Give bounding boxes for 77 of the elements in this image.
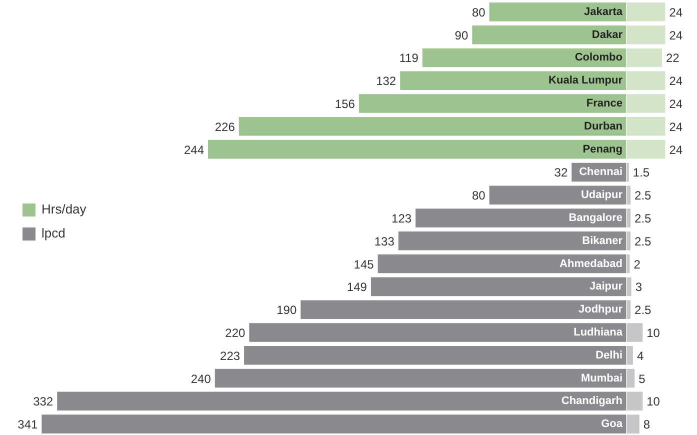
bar — [626, 48, 662, 68]
data-label: 332 — [33, 394, 54, 409]
data-label: 32 — [554, 166, 568, 180]
bar — [626, 368, 635, 388]
data-label: 226 — [214, 120, 236, 134]
category-label: Udaipur — [580, 189, 623, 202]
data-label: 220 — [225, 326, 246, 340]
category-label: Bikaner — [582, 234, 623, 247]
data-label: 10 — [646, 326, 660, 340]
data-label: 123 — [392, 212, 412, 226]
data-label: 1.5 — [632, 166, 650, 180]
data-label: 190 — [276, 303, 297, 318]
data-label: 24 — [669, 142, 683, 157]
data-label: 90 — [454, 28, 468, 42]
data-label: 119 — [399, 51, 419, 66]
bar — [626, 117, 666, 136]
data-label: 80 — [472, 5, 486, 20]
data-label: 24 — [669, 5, 683, 20]
category-label: Jodhpur — [578, 304, 623, 316]
data-label: 341 — [18, 418, 38, 432]
text: Hrs/day — [42, 202, 87, 216]
data-label: 10 — [646, 394, 660, 409]
category-label: Jaipur — [589, 280, 623, 293]
category-label: Durban — [584, 120, 622, 132]
data-label: 24 — [669, 97, 683, 112]
bar — [626, 186, 631, 204]
category-label: France — [586, 98, 623, 110]
data-label: 223 — [220, 348, 240, 363]
category-label: Colombo — [574, 52, 623, 64]
data-label: 5 — [638, 372, 646, 386]
bar — [626, 232, 631, 250]
data-label: 156 — [334, 97, 356, 112]
bar — [626, 2, 666, 22]
bar — [626, 323, 643, 342]
data-label: 2.5 — [634, 212, 652, 226]
legend-label: lpcd — [42, 226, 66, 240]
bar — [626, 300, 631, 319]
data-label: 132 — [376, 74, 396, 88]
bar — [626, 208, 631, 228]
data-label: 3 — [635, 280, 642, 294]
category-label: Ludhiana — [574, 326, 623, 338]
category-label: Ahmedabad — [560, 258, 623, 270]
data-label: 8 — [643, 418, 650, 432]
bar — [626, 277, 632, 296]
data-label: 80 — [472, 188, 486, 203]
bar — [626, 140, 666, 159]
category-label: Chandigarh — [561, 395, 623, 408]
category-label: Penang — [582, 143, 623, 156]
category-label: Chennai — [579, 166, 623, 178]
bar — [626, 94, 666, 113]
bar — [626, 254, 630, 274]
bar — [626, 346, 633, 365]
data-label: 145 — [354, 257, 374, 272]
data-label: 24 — [669, 74, 683, 88]
data-label: 2.5 — [634, 303, 652, 318]
data-label: 24 — [669, 28, 683, 42]
category-label: Kuala Lumpur — [548, 74, 623, 87]
category-label: Bangalore — [568, 212, 623, 224]
data-label: 24 — [669, 120, 683, 134]
data-label: 2 — [634, 257, 641, 272]
data-label: 240 — [190, 372, 212, 386]
data-label: 149 — [346, 280, 368, 294]
category-label: Goa — [601, 418, 623, 430]
category-label: Dakar — [592, 28, 622, 41]
data-label: 244 — [184, 142, 204, 157]
bar — [626, 25, 666, 44]
data-label: 4 — [636, 348, 644, 363]
category-label: Mumbai — [580, 372, 623, 384]
data-label: 2.5 — [634, 234, 652, 248]
category-label: Delhi — [596, 349, 623, 362]
bar — [626, 392, 643, 411]
bar — [626, 414, 640, 434]
bar — [626, 71, 666, 90]
data-label: 2.5 — [634, 188, 652, 203]
data-label: 22 — [666, 51, 680, 66]
data-label: 133 — [374, 234, 395, 248]
category-label: Jakarta — [584, 6, 623, 18]
